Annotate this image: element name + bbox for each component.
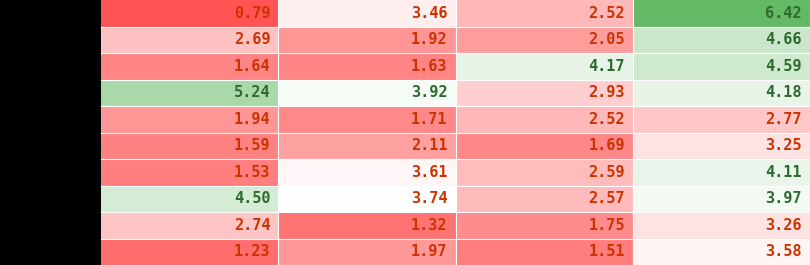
Text: 2.57: 2.57: [588, 191, 625, 206]
Bar: [633, 212, 810, 238]
Text: 4.66: 4.66: [765, 32, 802, 47]
Bar: [279, 132, 455, 159]
Text: 5.24: 5.24: [234, 85, 271, 100]
Bar: [455, 26, 633, 53]
Bar: [101, 0, 279, 26]
Text: 3.46: 3.46: [411, 6, 447, 21]
Bar: [279, 238, 455, 265]
Bar: [101, 26, 279, 53]
Bar: [279, 26, 455, 53]
Bar: [279, 212, 455, 238]
Bar: [101, 80, 279, 106]
Text: 1.23: 1.23: [234, 244, 271, 259]
Text: 2.93: 2.93: [588, 85, 625, 100]
Text: 1.69: 1.69: [588, 138, 625, 153]
Text: 2.52: 2.52: [588, 6, 625, 21]
Text: 3.58: 3.58: [765, 244, 802, 259]
Text: 4.50: 4.50: [234, 191, 271, 206]
Text: 3.26: 3.26: [765, 218, 802, 233]
Bar: [455, 238, 633, 265]
Text: 3.92: 3.92: [411, 85, 447, 100]
Bar: [633, 26, 810, 53]
Text: 0.79: 0.79: [234, 6, 271, 21]
Text: 2.52: 2.52: [588, 112, 625, 127]
Text: 3.74: 3.74: [411, 191, 447, 206]
Text: 1.71: 1.71: [411, 112, 447, 127]
Bar: [279, 53, 455, 80]
Bar: [455, 132, 633, 159]
Bar: [279, 106, 455, 132]
Text: 1.63: 1.63: [411, 59, 447, 74]
Bar: [455, 80, 633, 106]
Bar: [101, 106, 279, 132]
Bar: [633, 238, 810, 265]
Bar: [279, 159, 455, 186]
Bar: [101, 212, 279, 238]
Text: 2.59: 2.59: [588, 165, 625, 180]
Bar: [101, 238, 279, 265]
Text: 3.25: 3.25: [765, 138, 802, 153]
Text: 1.97: 1.97: [411, 244, 447, 259]
Text: 4.59: 4.59: [765, 59, 802, 74]
Text: 1.59: 1.59: [234, 138, 271, 153]
Bar: [279, 186, 455, 212]
Text: 1.64: 1.64: [234, 59, 271, 74]
Text: 4.17: 4.17: [588, 59, 625, 74]
Text: 2.11: 2.11: [411, 138, 447, 153]
Text: 4.11: 4.11: [765, 165, 802, 180]
Text: 1.94: 1.94: [234, 112, 271, 127]
Text: 1.53: 1.53: [234, 165, 271, 180]
Bar: [633, 159, 810, 186]
Text: 2.74: 2.74: [234, 218, 271, 233]
Text: 3.61: 3.61: [411, 165, 447, 180]
Bar: [101, 53, 279, 80]
Text: 2.77: 2.77: [765, 112, 802, 127]
Bar: [633, 186, 810, 212]
Text: 1.32: 1.32: [411, 218, 447, 233]
Bar: [101, 159, 279, 186]
Bar: [455, 53, 633, 80]
Bar: [633, 80, 810, 106]
Bar: [101, 186, 279, 212]
Bar: [455, 0, 633, 26]
Text: 3.97: 3.97: [765, 191, 802, 206]
Bar: [455, 159, 633, 186]
Bar: [455, 212, 633, 238]
Bar: [455, 186, 633, 212]
Bar: [633, 0, 810, 26]
Bar: [633, 106, 810, 132]
Bar: [279, 80, 455, 106]
Text: 2.05: 2.05: [588, 32, 625, 47]
Bar: [455, 106, 633, 132]
Bar: [633, 132, 810, 159]
Bar: [633, 53, 810, 80]
Text: 2.69: 2.69: [234, 32, 271, 47]
Text: 1.92: 1.92: [411, 32, 447, 47]
Bar: [101, 132, 279, 159]
Text: 4.18: 4.18: [765, 85, 802, 100]
Text: 6.42: 6.42: [765, 6, 802, 21]
Text: 1.51: 1.51: [588, 244, 625, 259]
Text: 1.75: 1.75: [588, 218, 625, 233]
Bar: [279, 0, 455, 26]
